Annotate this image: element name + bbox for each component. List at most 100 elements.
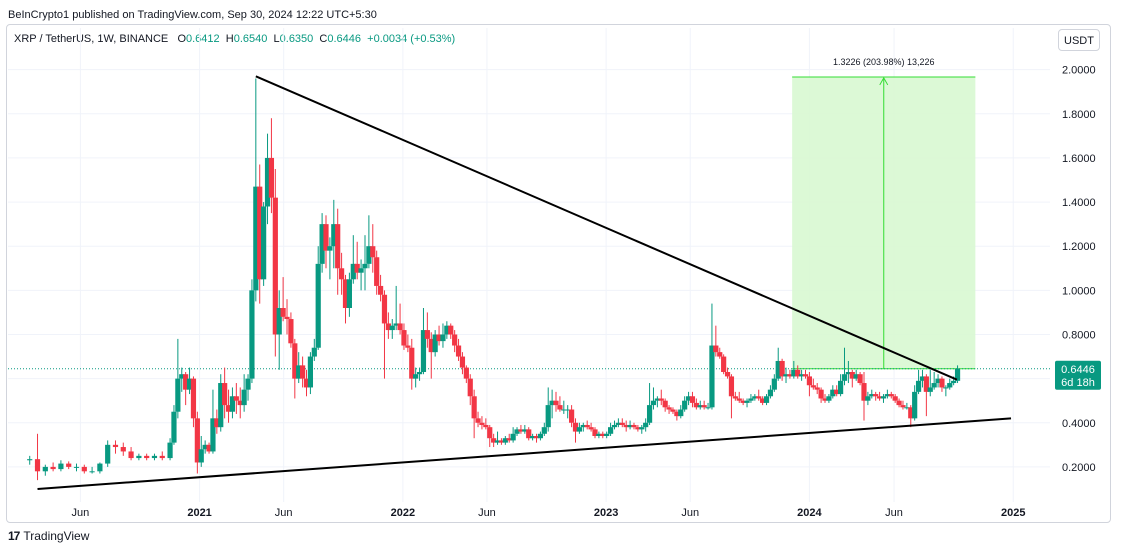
candle-body xyxy=(276,308,282,335)
trendline-descending-resistance xyxy=(255,75,958,381)
candle-body xyxy=(175,378,181,412)
candle-body xyxy=(837,380,844,395)
candle-body xyxy=(311,347,317,357)
candle-body xyxy=(740,400,746,403)
candle-body xyxy=(771,378,777,390)
x-tick-label: 2025 xyxy=(1001,507,1025,519)
candle-body xyxy=(713,345,719,353)
candle-body xyxy=(580,424,586,428)
y-tick-label: 1.2000 xyxy=(1062,241,1096,253)
candle-body xyxy=(569,409,575,423)
candle-body xyxy=(791,369,797,377)
candle-body xyxy=(767,389,774,397)
candle-body xyxy=(545,405,551,428)
x-tick-label: Jun xyxy=(478,507,496,519)
candle-body xyxy=(245,378,251,390)
candle-body xyxy=(935,378,941,384)
symbol-name[interactable]: XRP / TetherUS, 1W, BINANCE xyxy=(14,33,169,45)
candle-body xyxy=(89,471,95,473)
candle-body xyxy=(342,279,349,308)
candle-body xyxy=(697,405,703,408)
publisher-caption: BeInCrypto1 published on TradingView.com… xyxy=(8,9,377,21)
brand-name: TradingView xyxy=(23,529,90,543)
candle-body xyxy=(689,396,696,403)
candle-body xyxy=(214,418,220,428)
candle-body xyxy=(315,263,321,348)
candle-body xyxy=(732,396,738,399)
change-value: +0.0034 (+0.53%) xyxy=(367,33,456,45)
candle-body xyxy=(650,400,657,406)
candle-body xyxy=(919,376,926,381)
candle-body xyxy=(448,325,454,335)
candle-body xyxy=(947,383,953,388)
candle-body xyxy=(954,368,961,381)
candle-body xyxy=(541,427,547,434)
trendline-ascending-support xyxy=(37,417,1012,490)
candle-body xyxy=(557,405,563,410)
candle-body xyxy=(190,378,197,419)
x-tick-label: 2024 xyxy=(797,507,822,519)
candle-body xyxy=(229,396,236,412)
candle-body xyxy=(576,427,583,432)
x-tick-label: Jun xyxy=(681,507,699,519)
x-tick-label: 2021 xyxy=(187,507,211,519)
candle-body xyxy=(705,407,711,409)
candle-body xyxy=(880,396,887,399)
candle-body xyxy=(572,422,579,432)
candle-body xyxy=(654,398,660,401)
high-label: H xyxy=(225,33,234,45)
candle-body xyxy=(596,433,602,436)
candle-body xyxy=(307,356,314,388)
candle-body xyxy=(257,186,263,280)
candle-body xyxy=(206,444,212,452)
candle-body xyxy=(744,400,750,403)
candle-body xyxy=(810,385,816,388)
candle-body xyxy=(171,411,177,443)
candle-body xyxy=(42,466,48,472)
candle-body xyxy=(444,325,450,335)
candle-body xyxy=(319,224,325,264)
candle-body xyxy=(643,422,649,428)
candle-body xyxy=(409,347,415,379)
symbol-legend: XRP / TetherUS, 1W, BINANCE O0.6412 H0.6… xyxy=(14,33,455,45)
candle-body xyxy=(335,224,341,269)
candle-body xyxy=(818,389,824,399)
candle-body xyxy=(66,463,72,467)
candle-body xyxy=(830,389,836,397)
candle-body xyxy=(795,369,801,377)
candle-body xyxy=(939,378,945,388)
candle-body xyxy=(222,383,228,406)
last-price-countdown: 6d 18h xyxy=(1061,377,1095,389)
candle-body xyxy=(904,407,910,409)
candle-body xyxy=(662,400,668,408)
candle-body xyxy=(514,429,520,434)
candle-body xyxy=(377,285,384,295)
candle-body xyxy=(510,433,516,441)
candle-body xyxy=(272,197,278,335)
candle-body xyxy=(249,290,255,379)
candle-body xyxy=(397,323,403,331)
last-price-badge xyxy=(1055,360,1101,390)
candle-body xyxy=(479,422,485,425)
candle-body xyxy=(876,396,883,399)
candle-body xyxy=(354,263,360,273)
candle-body xyxy=(27,459,33,461)
candle-body xyxy=(58,463,64,470)
candle-body xyxy=(136,455,142,459)
tradingview-logo-icon: 17 xyxy=(8,529,20,543)
candle-body xyxy=(296,365,302,379)
y-tick-label: 1.4000 xyxy=(1062,197,1096,209)
candle-body xyxy=(623,424,629,428)
candle-body xyxy=(900,405,906,408)
candle-body xyxy=(338,268,345,280)
candle-body xyxy=(565,409,571,411)
candle-body xyxy=(218,383,224,428)
candle-body xyxy=(416,372,423,375)
currency-button[interactable]: USDT xyxy=(1058,29,1100,51)
candle-body xyxy=(912,391,918,419)
candle-body xyxy=(635,427,641,430)
candle-body xyxy=(631,424,637,428)
candle-body xyxy=(678,409,684,417)
candle-body xyxy=(467,378,473,397)
